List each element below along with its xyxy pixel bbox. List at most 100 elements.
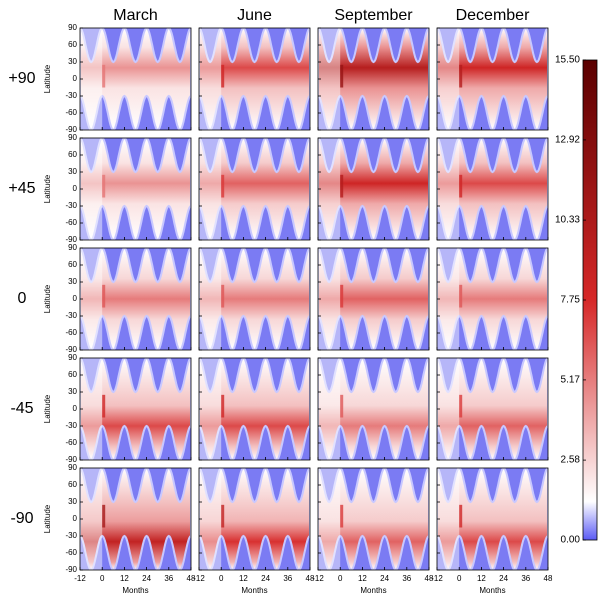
- y-tick-label: 90: [68, 133, 77, 142]
- colorbar-tick-label: 7.75: [561, 295, 581, 306]
- x-tick-label: 0: [457, 574, 462, 583]
- panel: [437, 138, 548, 240]
- heat-band: [80, 468, 191, 570]
- y-tick-label: -60: [65, 548, 77, 557]
- y-tick-label: 30: [68, 277, 77, 286]
- x-tick-label: 12: [120, 574, 129, 583]
- x-tick-label: 24: [142, 574, 151, 583]
- x-tick-label: 48: [544, 574, 553, 583]
- onset-strip: [102, 504, 106, 528]
- x-tick-label: 24: [261, 574, 270, 583]
- y-tick-label: 90: [68, 463, 77, 472]
- pre-onset: [318, 138, 341, 240]
- heat-band: [318, 358, 429, 460]
- onset-strip: [102, 284, 106, 308]
- pre-onset: [199, 358, 222, 460]
- heat-band: [199, 28, 310, 130]
- row-label: +45: [8, 180, 35, 197]
- panel: [437, 28, 548, 130]
- pre-onset: [318, 28, 341, 130]
- panel: [199, 248, 310, 350]
- pre-onset: [318, 248, 341, 350]
- colorbar-tick-label: 15.50: [555, 55, 580, 66]
- heat-band: [199, 138, 310, 240]
- y-axis-label: Latitude: [43, 174, 52, 203]
- pre-onset: [199, 138, 222, 240]
- panel: [80, 28, 191, 130]
- panel: [80, 248, 191, 350]
- pre-onset: [80, 468, 103, 570]
- onset-strip: [102, 64, 106, 88]
- panel: [80, 358, 191, 460]
- heat-band: [80, 358, 191, 460]
- x-tick-label: 48: [306, 574, 315, 583]
- x-tick-label: 12: [477, 574, 486, 583]
- y-tick-label: 30: [68, 167, 77, 176]
- onset-strip: [221, 284, 225, 308]
- row-label: 0: [18, 290, 27, 307]
- heat-band: [437, 358, 548, 460]
- onset-strip: [459, 504, 463, 528]
- heat-band: [199, 468, 310, 570]
- y-tick-label: -30: [65, 91, 77, 100]
- panel: [318, 28, 429, 130]
- onset-strip: [340, 284, 344, 308]
- y-tick-label: 0: [73, 514, 78, 523]
- x-axis-label: Months: [122, 586, 148, 595]
- x-tick-label: 12: [358, 574, 367, 583]
- pre-onset: [318, 358, 341, 460]
- pre-onset: [199, 28, 222, 130]
- panel: [80, 138, 191, 240]
- heat-band: [199, 358, 310, 460]
- x-tick-label: -12: [74, 574, 86, 583]
- panel: [437, 468, 548, 570]
- y-tick-label: 30: [68, 57, 77, 66]
- y-tick-label: -30: [65, 531, 77, 540]
- y-tick-label: 60: [68, 260, 77, 269]
- onset-strip: [102, 174, 106, 198]
- panel: [199, 358, 310, 460]
- pre-onset: [437, 138, 460, 240]
- column-title: September: [334, 7, 413, 24]
- onset-strip: [221, 394, 225, 418]
- y-axis-label: Latitude: [43, 394, 52, 423]
- y-tick-label: 30: [68, 387, 77, 396]
- x-tick-label: 36: [164, 574, 173, 583]
- y-tick-label: 0: [73, 74, 78, 83]
- heat-band: [318, 138, 429, 240]
- x-axis-label: Months: [241, 586, 267, 595]
- y-tick-label: -60: [65, 328, 77, 337]
- y-tick-label: 60: [68, 370, 77, 379]
- y-axis-label: Latitude: [43, 64, 52, 93]
- colorbar-tick-label: 12.92: [555, 135, 580, 146]
- y-tick-label: 0: [73, 184, 78, 193]
- pre-onset: [80, 138, 103, 240]
- onset-strip: [340, 394, 344, 418]
- heat-band: [437, 248, 548, 350]
- heat-band: [318, 28, 429, 130]
- y-tick-label: -90: [65, 235, 77, 244]
- x-tick-label: 36: [521, 574, 530, 583]
- heat-band: [437, 468, 548, 570]
- x-tick-label: 48: [425, 574, 434, 583]
- y-tick-label: 90: [68, 23, 77, 32]
- panel: [199, 28, 310, 130]
- heat-band: [80, 28, 191, 130]
- colorbar-tick-label: 0.00: [561, 535, 581, 546]
- pre-onset: [437, 28, 460, 130]
- pre-onset: [80, 248, 103, 350]
- panel: [437, 358, 548, 460]
- panel: [318, 248, 429, 350]
- y-tick-label: -90: [65, 345, 77, 354]
- onset-strip: [221, 504, 225, 528]
- pre-onset: [318, 468, 341, 570]
- y-tick-label: 90: [68, 243, 77, 252]
- y-tick-label: -90: [65, 125, 77, 134]
- heat-band: [437, 28, 548, 130]
- y-tick-label: 0: [73, 294, 78, 303]
- column-title: June: [237, 7, 272, 24]
- onset-strip: [340, 174, 344, 198]
- onset-strip: [102, 394, 106, 418]
- y-tick-label: 60: [68, 480, 77, 489]
